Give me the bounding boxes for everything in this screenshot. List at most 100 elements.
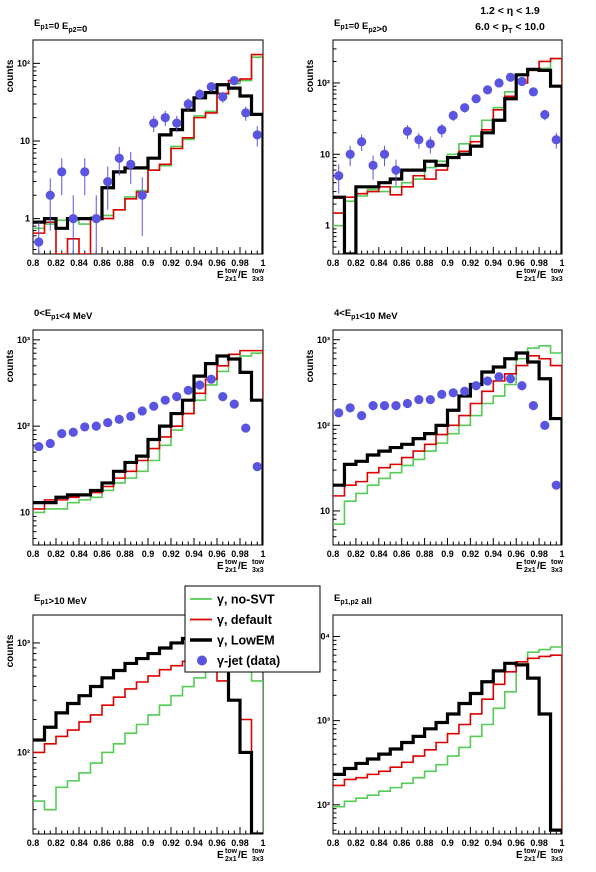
data-point	[540, 420, 550, 430]
data-point	[357, 410, 367, 421]
svg-text:/E: /E	[238, 850, 248, 861]
data-point	[425, 139, 435, 149]
data-point	[114, 153, 124, 163]
svg-text:/E: /E	[238, 561, 248, 572]
legend-label: γ, LowEM	[217, 634, 275, 648]
data-point	[402, 126, 413, 136]
x-tick-label: 0.82	[347, 838, 365, 848]
svg-text:3x3: 3x3	[252, 567, 264, 574]
y-tick-label: 10	[320, 149, 330, 159]
y-tick-label: 10²	[17, 747, 30, 757]
data-point	[91, 421, 101, 431]
data-point	[45, 190, 55, 200]
data-point	[218, 391, 228, 402]
x-tick-label: 0.98	[231, 258, 249, 268]
x-tick-label: 0.9	[441, 258, 454, 268]
svg-text:3x3: 3x3	[551, 276, 563, 283]
x-tick-label: 0.94	[485, 549, 503, 559]
svg-text:E: E	[217, 850, 224, 861]
svg-text:2x1: 2x1	[225, 567, 237, 574]
x-tick-label: 0.88	[116, 549, 134, 559]
x-tick-label: 0.8	[327, 258, 340, 268]
x-tick-label: 0.88	[416, 838, 434, 848]
svg-text:2x1: 2x1	[524, 276, 536, 283]
svg-text:E: E	[516, 561, 523, 572]
x-tick-label: 0.88	[416, 258, 434, 268]
y-tick-label: 10	[320, 506, 330, 516]
x-tick-label: 0.84	[370, 838, 388, 848]
svg-text:tow: tow	[524, 848, 537, 855]
x-tick-label: 0.98	[530, 549, 548, 559]
data-point	[160, 113, 170, 123]
data-point	[425, 394, 435, 405]
svg-text:tow: tow	[225, 559, 238, 566]
data-point	[494, 78, 504, 88]
data-point	[460, 103, 470, 113]
legend-entry-lowem: γ, LowEM	[190, 634, 275, 648]
svg-text:E: E	[217, 561, 224, 572]
y-tick-label: 10²	[17, 421, 30, 431]
panel-4: 0.8 0.82 0.84 0.86 0.88 0.9 0.92 0.94 0.96 0.98 1 1…	[305, 308, 565, 574]
x-tick-label: 0.84	[70, 838, 88, 848]
data-point	[505, 374, 516, 384]
legend-label: γ-jet (data)	[217, 654, 280, 668]
x-tick-label: 0.92	[162, 258, 180, 268]
x-tick-label: 1	[559, 549, 564, 559]
svg-text:/E: /E	[238, 270, 248, 281]
x-tick-label: 0.86	[393, 838, 411, 848]
legend: γ, no-SVT γ, default γ, LowEM γ-jet (data)	[184, 585, 321, 673]
y-tick-label: 10³	[17, 638, 30, 648]
x-tick-label: 0.96	[208, 838, 226, 848]
x-tick-label: 0.82	[47, 838, 65, 848]
data-point	[137, 406, 147, 416]
data-point	[149, 401, 159, 411]
data-point	[68, 427, 78, 437]
data-point	[540, 109, 550, 120]
x-tick-label: 1	[559, 258, 564, 268]
x-tick-label: 0.88	[116, 838, 134, 848]
svg-text:3x3: 3x3	[551, 856, 563, 863]
data-point	[91, 214, 101, 224]
panel-6: 0.8 0.82 0.84 0.86 0.88 0.9 0.92 0.94 0.96 0.98 1 1…	[305, 593, 565, 863]
histogram-lowem	[33, 83, 263, 254]
x-tick-label: 0.9	[441, 838, 454, 848]
data-point	[379, 149, 390, 159]
y-tick-label: 10²	[317, 800, 330, 810]
plot-frame	[332, 614, 563, 835]
data-point	[206, 374, 216, 384]
data-point	[45, 438, 55, 449]
svg-text:3x3: 3x3	[252, 856, 264, 863]
data-point	[252, 130, 262, 140]
data-point	[218, 92, 228, 102]
y-tick-label: 10⁴	[316, 631, 330, 641]
legend-entry-data: γ-jet (data)	[197, 654, 280, 668]
x-tick-label: 0.8	[27, 838, 40, 848]
svg-text:tow: tow	[252, 848, 265, 855]
data-point	[195, 89, 205, 99]
svg-text:2x1: 2x1	[225, 276, 237, 283]
panel-title: Ep1>10 MeV	[34, 593, 87, 607]
x-tick-label: 0.84	[370, 258, 388, 268]
svg-text:tow: tow	[225, 268, 238, 275]
eta-cut-label: 1.2 < η < 1.9	[480, 5, 540, 17]
data-point	[448, 110, 458, 121]
x-tick-label: 0.84	[70, 258, 88, 268]
x-tick-label: 1	[260, 258, 265, 268]
data-point	[345, 403, 355, 413]
data-point	[334, 408, 344, 418]
data-point	[368, 401, 378, 411]
histogram-lowem	[333, 661, 562, 834]
svg-text:2x1: 2x1	[225, 856, 237, 863]
data-point	[368, 160, 378, 170]
data-point	[126, 159, 136, 169]
x-tick-label: 0.9	[142, 838, 155, 848]
x-tick-label: 0.82	[47, 258, 65, 268]
data-point	[103, 417, 113, 428]
data-point	[126, 411, 136, 421]
histogram-def	[333, 654, 562, 834]
histogram-def	[333, 354, 562, 545]
